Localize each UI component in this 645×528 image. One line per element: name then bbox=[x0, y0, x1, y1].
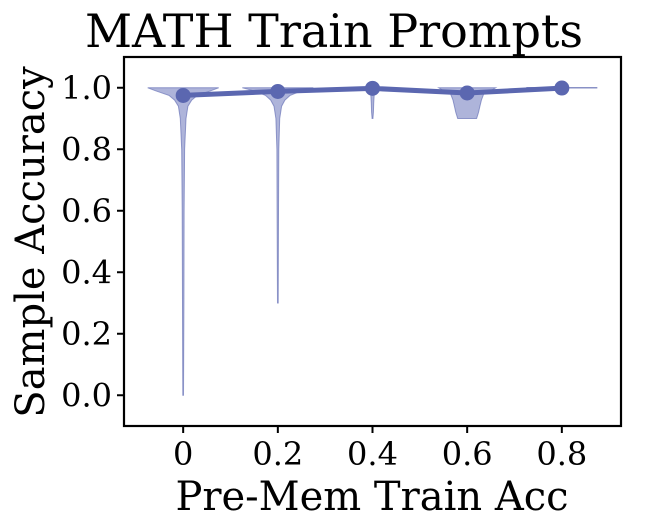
mean-point-0 bbox=[175, 87, 191, 103]
y-tick-label-4: 0.8 bbox=[61, 130, 112, 168]
x-axis-label: Pre-Mem Train Acc bbox=[175, 474, 568, 520]
x-tick-label-0: 0 bbox=[173, 435, 193, 473]
chart-title: MATH Train Prompts bbox=[85, 4, 583, 58]
line-series bbox=[175, 80, 570, 103]
x-tick-label-1: 0.2 bbox=[252, 435, 303, 473]
x-axis-ticks: 0 0.2 0.4 0.6 0.8 bbox=[173, 426, 587, 473]
x-tick-label-2: 0.4 bbox=[347, 435, 398, 473]
x-tick-label-3: 0.6 bbox=[442, 435, 493, 473]
y-tick-label-1: 0.2 bbox=[61, 315, 112, 353]
y-tick-label-3: 0.6 bbox=[61, 192, 112, 230]
y-tick-label-2: 0.4 bbox=[61, 253, 112, 291]
y-axis-label: Sample Accuracy bbox=[8, 66, 54, 418]
y-axis-ticks: 0.0 0.2 0.4 0.6 0.8 1.0 bbox=[61, 69, 124, 414]
x-tick-label-4: 0.8 bbox=[536, 435, 587, 473]
violin-1 bbox=[242, 87, 314, 304]
mean-point-4 bbox=[554, 80, 570, 96]
y-tick-label-0: 0.0 bbox=[61, 376, 112, 414]
mean-point-3 bbox=[459, 85, 475, 101]
violin-0 bbox=[147, 87, 219, 396]
mean-point-1 bbox=[270, 83, 286, 99]
violin-group bbox=[147, 87, 598, 396]
mean-point-2 bbox=[365, 80, 380, 96]
y-tick-label-5: 1.0 bbox=[61, 69, 112, 107]
